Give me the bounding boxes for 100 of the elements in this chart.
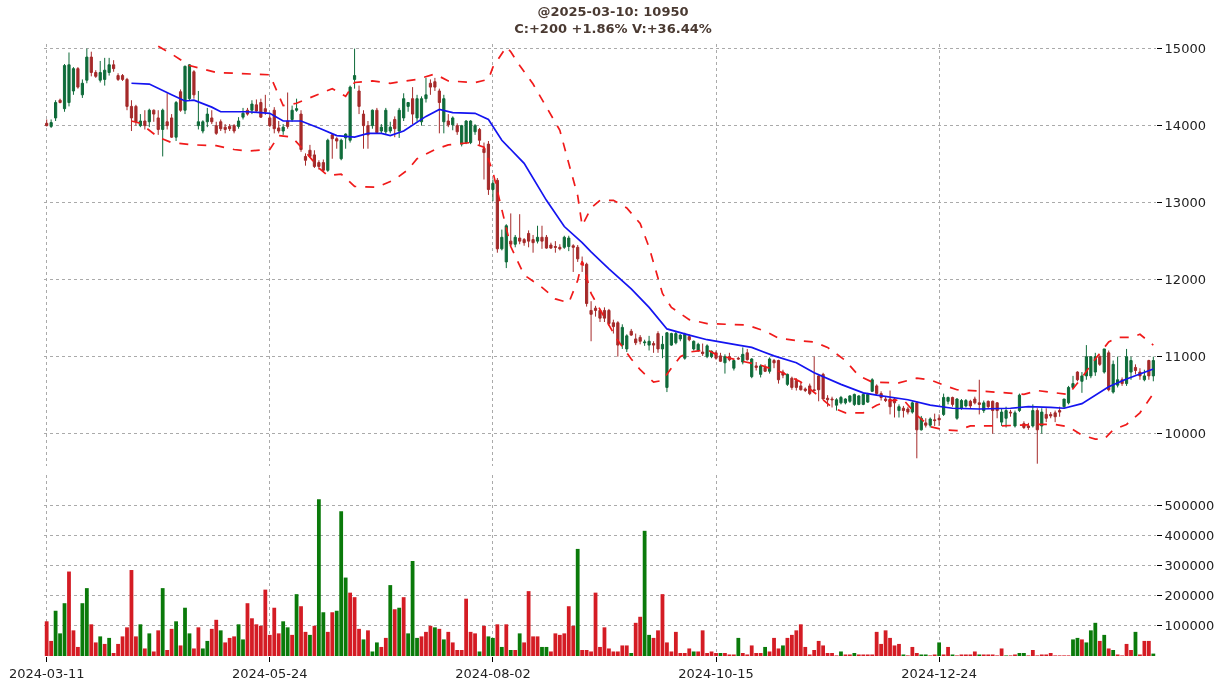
candlestick bbox=[214, 121, 218, 136]
bar bbox=[299, 606, 303, 656]
candlestick bbox=[1124, 348, 1129, 387]
bar bbox=[584, 649, 589, 656]
candlestick bbox=[718, 352, 723, 363]
bar bbox=[232, 636, 236, 656]
bar bbox=[495, 624, 500, 656]
bar bbox=[629, 652, 634, 656]
candlestick bbox=[1040, 407, 1044, 435]
bar bbox=[839, 651, 843, 656]
candlestick bbox=[705, 343, 709, 359]
x-tick-label: 2024-12-24 bbox=[901, 665, 977, 681]
bar bbox=[937, 642, 942, 656]
bar bbox=[736, 637, 741, 656]
candlestick bbox=[486, 140, 491, 196]
candlestick bbox=[451, 115, 455, 131]
candlestick bbox=[964, 398, 968, 408]
candlestick bbox=[616, 320, 620, 358]
candlestick bbox=[477, 127, 482, 146]
candlestick bbox=[1107, 349, 1111, 392]
candlestick bbox=[410, 86, 415, 125]
candlestick bbox=[161, 108, 165, 157]
bar bbox=[673, 631, 678, 656]
candlestick bbox=[589, 300, 593, 342]
x-tick-label: 2024-08-02 bbox=[455, 665, 531, 681]
candlestick bbox=[460, 124, 464, 147]
bar bbox=[397, 607, 402, 656]
bar bbox=[366, 630, 370, 656]
bar bbox=[1097, 640, 1102, 656]
candlestick bbox=[446, 113, 450, 128]
bar bbox=[392, 609, 397, 656]
bar bbox=[513, 649, 518, 656]
bar bbox=[821, 645, 826, 656]
candlestick bbox=[80, 78, 84, 99]
candlestick bbox=[281, 123, 285, 136]
bar bbox=[789, 634, 794, 656]
candlestick bbox=[834, 397, 839, 412]
candlestick bbox=[147, 108, 151, 128]
candlestick bbox=[45, 118, 49, 127]
bar bbox=[160, 588, 165, 656]
candlestick bbox=[357, 85, 361, 115]
bar bbox=[580, 649, 585, 656]
candlestick bbox=[647, 335, 651, 351]
bar bbox=[89, 624, 94, 656]
y-tick-label: 14000 bbox=[1164, 118, 1206, 134]
candlestick bbox=[1142, 369, 1146, 382]
candlestick bbox=[701, 343, 705, 357]
candlestick bbox=[219, 118, 223, 132]
candlestick bbox=[464, 119, 468, 145]
bar bbox=[772, 637, 776, 656]
candlestick bbox=[152, 108, 156, 123]
candlestick bbox=[602, 306, 607, 323]
candlestick bbox=[112, 59, 116, 73]
candlestick bbox=[763, 363, 767, 373]
candlestick bbox=[442, 94, 446, 134]
bar bbox=[433, 627, 437, 656]
bar bbox=[330, 612, 335, 656]
candlestick bbox=[455, 122, 459, 136]
candlestick bbox=[535, 225, 540, 244]
candlestick bbox=[263, 94, 267, 116]
candlestick bbox=[866, 392, 870, 404]
candlestick bbox=[54, 99, 58, 122]
candlestick bbox=[384, 107, 388, 136]
bar bbox=[227, 637, 232, 656]
bar bbox=[1102, 634, 1107, 656]
candlestick bbox=[116, 72, 120, 82]
candlestick bbox=[495, 177, 499, 254]
bar bbox=[1106, 648, 1111, 656]
candlestick bbox=[352, 48, 357, 90]
bar bbox=[830, 652, 834, 656]
candlestick bbox=[178, 88, 183, 113]
candlestick bbox=[299, 109, 303, 153]
bar bbox=[740, 652, 745, 656]
y-tick-label: 200000 bbox=[1164, 588, 1215, 604]
bar bbox=[218, 630, 223, 656]
bar bbox=[781, 645, 785, 656]
candlestick bbox=[156, 109, 160, 136]
candlestick bbox=[339, 138, 343, 161]
bar bbox=[540, 646, 544, 656]
candlestick bbox=[665, 331, 669, 393]
candlestick bbox=[870, 377, 874, 393]
y-tick-label: 300000 bbox=[1164, 558, 1215, 574]
candlestick bbox=[518, 213, 522, 245]
bar bbox=[473, 633, 477, 656]
bar bbox=[526, 591, 531, 656]
bar bbox=[1146, 640, 1151, 656]
candlestick bbox=[286, 92, 290, 130]
candlestick bbox=[933, 413, 937, 427]
y-tick-label: 12000 bbox=[1164, 272, 1206, 288]
candlestick bbox=[901, 405, 906, 418]
candlestick bbox=[830, 396, 834, 408]
bar bbox=[316, 499, 321, 656]
bar bbox=[557, 634, 562, 656]
candlestick bbox=[861, 392, 865, 406]
bar bbox=[147, 633, 152, 656]
y-tick-label: 13000 bbox=[1164, 195, 1206, 211]
bar bbox=[290, 634, 294, 656]
bar bbox=[107, 637, 112, 656]
candlestick bbox=[1013, 410, 1017, 428]
bar bbox=[348, 592, 353, 656]
